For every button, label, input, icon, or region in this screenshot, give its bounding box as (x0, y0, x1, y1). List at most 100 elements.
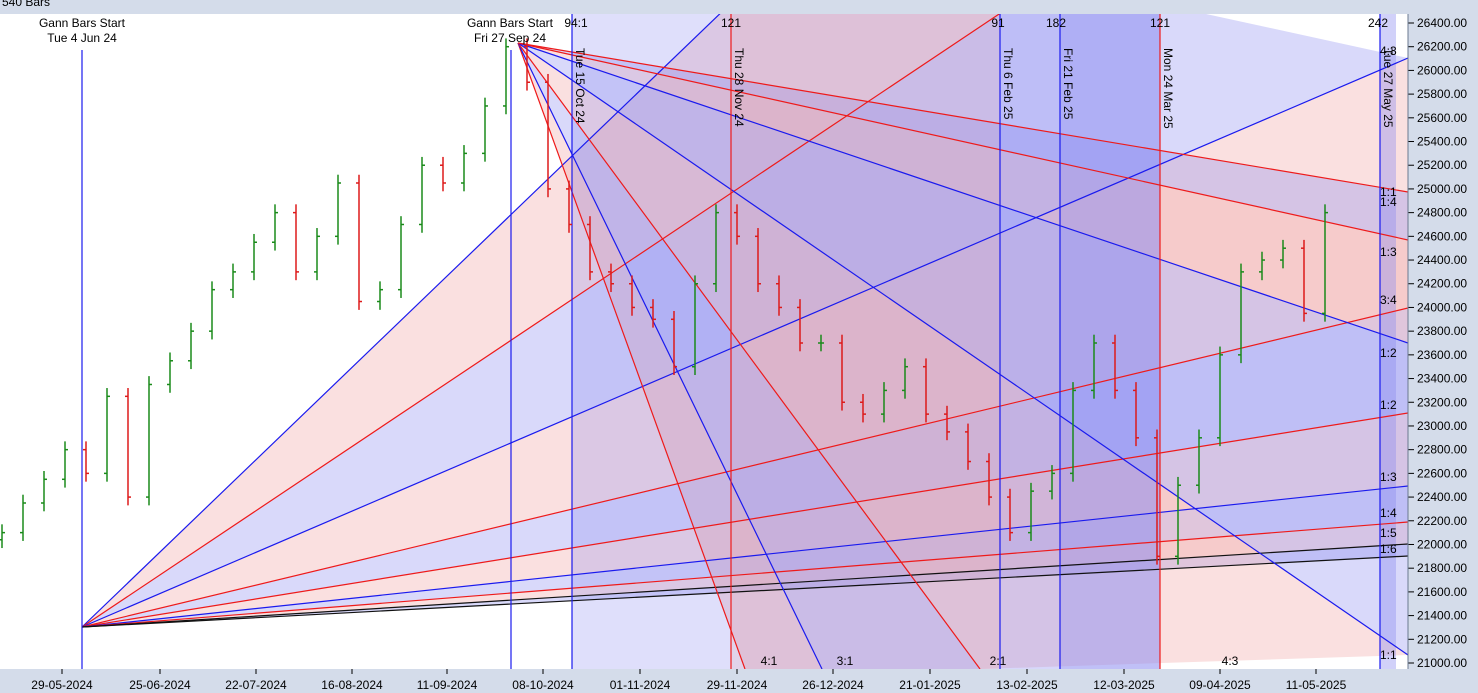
time-marker-label: Fri 21 Feb 25 (1061, 48, 1075, 120)
gann-fan-line[interactable] (81, 485, 1408, 628)
time-band (1060, 14, 1160, 669)
right-ratio-label: 1:1 (1380, 185, 1397, 199)
gann-start-2-label: Gann Bars Start (467, 16, 554, 30)
bars-count-label: 540 Bars (2, 0, 50, 9)
y-tick-label: 25600.00 (1417, 111, 1467, 125)
x-tick-label: 08-10-2024 (512, 678, 574, 692)
gann-start-2-date: Fri 27 Sep 24 (474, 31, 546, 45)
y-tick-label: 24000.00 (1417, 300, 1467, 314)
gann-fan-line[interactable] (517, 42, 823, 669)
x-tick-label: 09-04-2025 (1189, 678, 1251, 692)
gann-fan-line[interactable] (81, 0, 1050, 628)
x-tick-label: 26-12-2024 (802, 678, 864, 692)
right-ratio-label: 1:3 (1380, 245, 1397, 259)
date-axis-panel (0, 669, 1478, 693)
y-tick-label: 21200.00 (1417, 632, 1467, 646)
bottom-ratio-label: 4:1 (761, 654, 778, 668)
top-count-label: 121 (721, 16, 741, 30)
x-tick-label: 11-05-2025 (1286, 678, 1347, 692)
y-tick-label: 24400.00 (1417, 253, 1467, 267)
gann-fan-line[interactable] (517, 42, 1408, 344)
top-count-label: 182 (1046, 16, 1066, 30)
top-count-label: 94:1 (564, 16, 588, 30)
x-tick-label: 21-01-2025 (899, 678, 961, 692)
y-tick-label: 24600.00 (1417, 229, 1467, 243)
gann-start-1-label: Gann Bars Start (39, 16, 126, 30)
x-tick-label: 13-02-2025 (996, 678, 1058, 692)
gann-fan-line[interactable] (517, 42, 1408, 656)
y-tick-label: 22000.00 (1417, 537, 1467, 551)
time-marker-label: Tue 15 Oct 24 (573, 48, 587, 124)
y-tick-label: 22200.00 (1417, 514, 1467, 528)
right-ratio-label: 3:4 (1380, 293, 1397, 307)
x-tick-label: 16-08-2024 (321, 678, 383, 692)
gann-fan-line[interactable] (517, 42, 1408, 241)
y-tick-label: 25200.00 (1417, 158, 1467, 172)
time-marker-label: Tue 27 May 25 (1381, 48, 1395, 128)
y-tick-label: 22400.00 (1417, 490, 1467, 504)
top-count-label: 242 (1368, 16, 1388, 30)
y-tick-label: 21000.00 (1417, 656, 1467, 670)
gann-fan-line[interactable] (81, 0, 755, 628)
right-ratio-label: 1:1 (1380, 648, 1397, 662)
top-count-label: 91 (991, 16, 1005, 30)
y-tick-label: 23000.00 (1417, 419, 1467, 433)
right-ratio-label: 1:5 (1380, 526, 1397, 540)
x-tick-label: 11-09-2024 (417, 678, 478, 692)
right-ratio-label: 1:2 (1380, 398, 1397, 412)
x-tick-label: 01-11-2024 (610, 678, 671, 692)
x-tick-label: 12-03-2025 (1093, 678, 1155, 692)
bottom-ratio-label: 4:3 (1222, 654, 1239, 668)
gann-fan-line[interactable] (81, 555, 1408, 628)
y-tick-label: 21400.00 (1417, 609, 1467, 623)
gann-fan-line[interactable] (517, 42, 746, 669)
top-count-label: 121 (1150, 16, 1170, 30)
y-tick-label: 23400.00 (1417, 372, 1467, 386)
gann-fan-line[interactable] (81, 57, 1408, 628)
y-tick-label: 26400.00 (1417, 16, 1467, 30)
y-tick-label: 26000.00 (1417, 63, 1467, 77)
time-marker-label: Thu 6 Feb 25 (1001, 48, 1015, 120)
right-ratio-label: 1:4 (1380, 195, 1397, 209)
y-tick-label: 25800.00 (1417, 87, 1467, 101)
bottom-ratio-label: 2:1 (990, 654, 1007, 668)
right-ratio-label: 1:2 (1380, 346, 1397, 360)
x-tick-label: 25-06-2024 (129, 678, 191, 692)
right-ratio-label: 4:3 (1380, 44, 1397, 58)
gann-fan-line[interactable] (517, 42, 1408, 193)
y-tick-label: 21600.00 (1417, 585, 1467, 599)
price-axis-panel (1408, 0, 1478, 693)
x-tick-label: 22-07-2024 (225, 678, 287, 692)
gann-start-1-date: Tue 4 Jun 24 (47, 31, 117, 45)
top-band (0, 0, 1408, 14)
x-tick-label: 29-05-2024 (31, 678, 93, 692)
time-marker-label: Thu 28 Nov 24 (732, 48, 746, 127)
gann-fan-line[interactable] (81, 412, 1408, 628)
y-tick-label: 23800.00 (1417, 324, 1467, 338)
right-ratio-label: 1:4 (1380, 506, 1397, 520)
gann-fan-line[interactable] (81, 521, 1408, 628)
right-ratio-label: 1:6 (1380, 542, 1397, 556)
y-tick-label: 23600.00 (1417, 348, 1467, 362)
gann-fan-fill (518, 43, 1408, 669)
gann-fan-line[interactable] (81, 543, 1408, 628)
y-tick-label: 25000.00 (1417, 182, 1467, 196)
y-tick-label: 23200.00 (1417, 395, 1467, 409)
time-marker-label: Mon 24 Mar 25 (1161, 48, 1175, 129)
y-tick-label: 26200.00 (1417, 40, 1467, 54)
time-band (1000, 14, 1060, 669)
y-tick-label: 25400.00 (1417, 135, 1467, 149)
gann-fan-line[interactable] (81, 307, 1408, 628)
y-tick-label: 21800.00 (1417, 561, 1467, 575)
y-tick-label: 24800.00 (1417, 206, 1467, 220)
x-tick-label: 29-11-2024 (707, 678, 768, 692)
time-band (731, 14, 1000, 669)
bottom-ratio-label: 3:1 (837, 654, 854, 668)
y-tick-label: 22800.00 (1417, 443, 1467, 457)
y-tick-label: 22600.00 (1417, 466, 1467, 480)
gann-fan-line[interactable] (517, 42, 981, 669)
time-band (1380, 14, 1396, 669)
y-tick-label: 24200.00 (1417, 277, 1467, 291)
